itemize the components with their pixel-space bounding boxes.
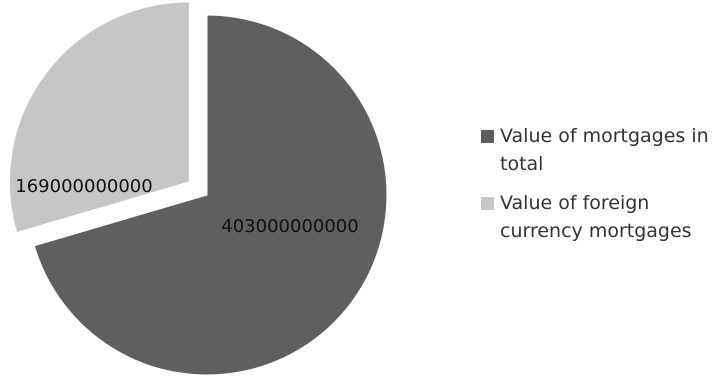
pie-data-labels: 403000000000 169000000000 [15, 176, 358, 237]
legend: Value of mortgages in total Value of for… [478, 122, 718, 256]
data-label-total: 403000000000 [221, 216, 358, 237]
legend-label-total: Value of mortgages in total [500, 125, 709, 175]
legend-item-foreign: Value of foreign currency mortgages [478, 189, 718, 245]
pie-slice-foreign [8, 1, 190, 234]
legend-swatch-total [481, 130, 494, 143]
pie-slice-total [33, 14, 388, 376]
legend-swatch-foreign [481, 197, 494, 210]
legend-item-total: Value of mortgages in total [478, 122, 718, 178]
legend-label-foreign: Value of foreign currency mortgages [500, 192, 692, 242]
data-label-foreign: 169000000000 [15, 176, 152, 197]
pie-slices [8, 1, 388, 376]
